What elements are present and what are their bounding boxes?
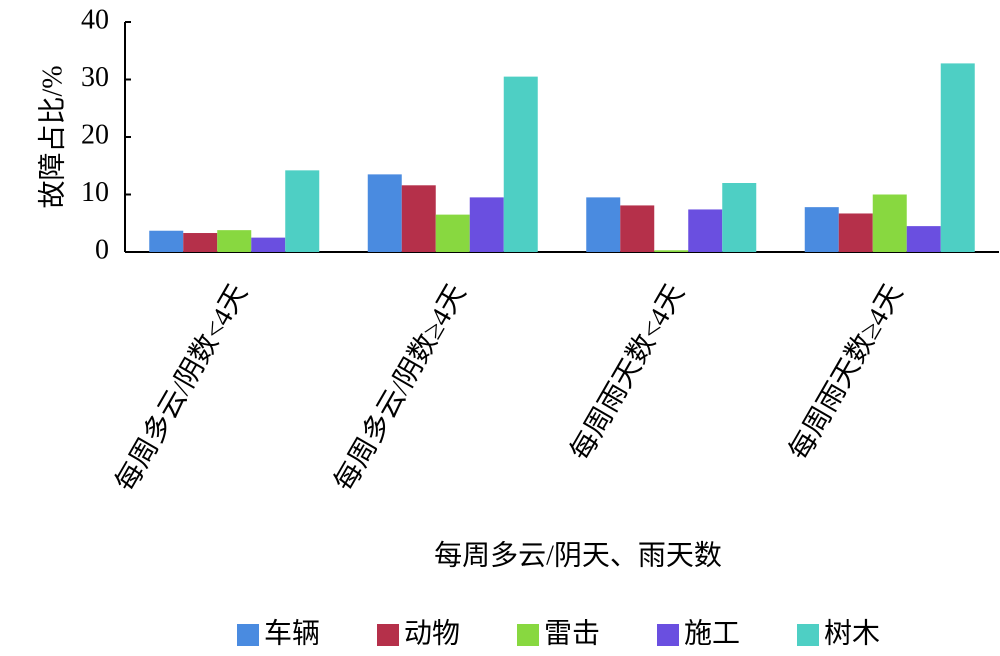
x-tick-label: 每周多云/阴数≥4天 <box>328 279 472 497</box>
legend-label: 动物 <box>404 617 460 649</box>
bar <box>435 214 470 252</box>
bar <box>586 197 621 252</box>
bar <box>285 170 320 252</box>
bar <box>940 63 975 253</box>
y-tick-label: 10 <box>81 177 109 208</box>
bar <box>503 76 538 252</box>
y-tick-label: 20 <box>81 119 109 150</box>
legend-swatch <box>517 624 539 646</box>
y-tick-label: 30 <box>81 62 109 93</box>
legend-swatch <box>657 624 679 646</box>
legend-swatch <box>377 624 399 646</box>
legend-swatch <box>797 624 819 646</box>
x-tick-label: 每周雨天数≥4天 <box>783 279 909 466</box>
bar <box>872 194 907 252</box>
y-axis-title: 故障占比/% <box>36 65 68 208</box>
bar <box>183 233 218 252</box>
bar <box>217 230 252 252</box>
x-axis-title: 每周多云/阴天、雨天数 <box>434 539 722 571</box>
y-tick-label: 40 <box>81 4 109 35</box>
bar <box>906 226 941 252</box>
legend-swatch <box>237 624 259 646</box>
bar <box>251 237 286 252</box>
bar <box>149 230 184 252</box>
bar <box>688 209 723 252</box>
bar <box>367 174 402 252</box>
bar <box>804 207 839 252</box>
bar <box>401 185 436 252</box>
bar <box>722 183 757 252</box>
x-tick-label: 每周多云/阴数<4天 <box>109 279 254 497</box>
legend-label: 树木 <box>824 617 880 649</box>
legend-label: 施工 <box>684 617 740 649</box>
bar <box>654 250 689 252</box>
bar <box>620 205 655 252</box>
y-tick-label: 0 <box>95 234 109 265</box>
x-tick-label: 每周雨天数<4天 <box>564 279 691 466</box>
bar <box>838 213 873 252</box>
legend-label: 车辆 <box>264 617 320 649</box>
legend-label: 雷击 <box>544 617 600 649</box>
bar <box>469 197 504 252</box>
